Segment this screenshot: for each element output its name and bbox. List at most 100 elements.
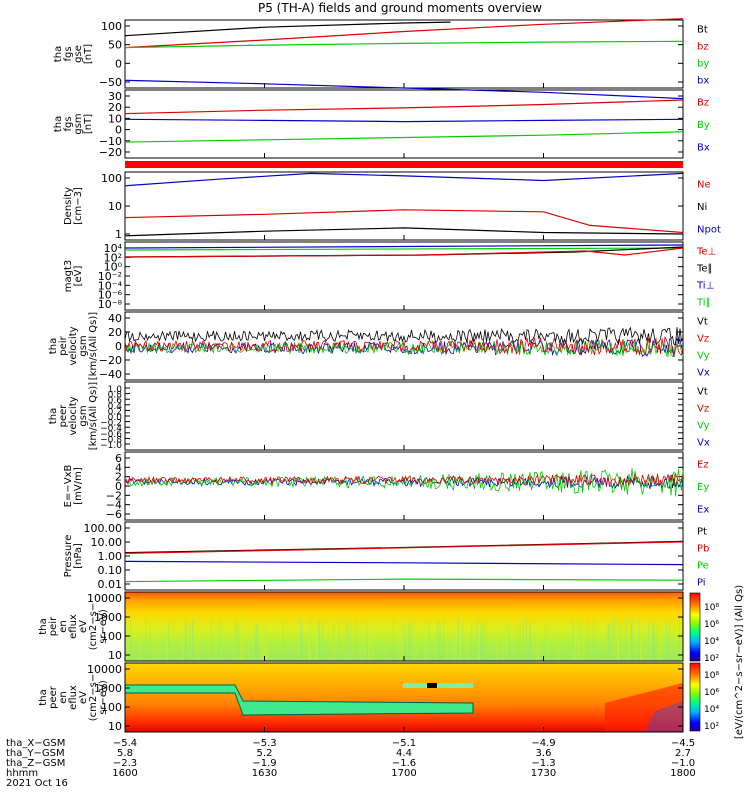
panel-density: 100 10 1 Density [cm−3] Ne Ni Npot [63,171,721,241]
series-fgs-gse-bz [124,18,684,49]
x-tick-value-x: −4.5 [671,738,695,749]
y-axis-label: (cm2−s− [88,603,99,650]
x-row-label: tha_Z−GSM [6,758,65,769]
colorbar: [eV/(cm^2−s−sr−eV)] (All Qs) 10⁸ 10⁶ 10⁴ 10… [689,585,745,739]
y-axis-label: peir [48,616,59,636]
y-axis-label: Density [63,187,74,225]
y-axis-label: magt3 [63,260,74,293]
y-axis-label: sr−eV) [98,680,109,715]
legend-entry: Bz [697,97,709,108]
y-axis-label: Pressure [63,535,74,578]
x-tick-value-x: −5.1 [392,738,416,749]
x-tick-value-y: 3.6 [536,748,552,759]
y-axis-label: tha [53,116,64,132]
y-tick-label: −50 [99,76,122,89]
y-tick-label: −0.2 [100,419,122,429]
y-tick-label: 30 [108,90,122,103]
y-axis-label: eflux [68,685,79,710]
y-axis-label: [mV/m] [73,467,84,505]
y-tick-label: 2 [115,471,122,484]
series-fgs-gse-bx [124,79,684,100]
y-axis-label: gsm [73,113,84,134]
y-tick-label: 0.0 [108,413,123,423]
colorbar-tick-label: 10⁶ [704,620,719,630]
y-tick-label: 10⁴ [104,242,123,255]
series-pressure-Pb [124,541,684,554]
y-axis-label: peer [58,404,69,428]
series-peir-vz [124,335,684,356]
y-tick-label: 10000 [87,592,122,605]
colorbar-tick-label: 10⁴ [704,705,719,715]
spectrogram-peer [125,663,683,732]
y-tick-label: −2 [106,489,122,502]
legend-entry: Ez [697,459,709,470]
y-axis-label: [km/s(All Qs)] [88,382,99,450]
x-tick-value-y: 2.7 [675,748,691,759]
y-tick-label: 100 [101,172,122,185]
spectrogram-gap [427,683,437,688]
y-tick-label: 10.00 [91,536,123,549]
x-tick-value-y: 5.8 [117,748,133,759]
x-tick-value-z: −2.3 [113,758,137,769]
series-fgs-gse-Bt [124,21,451,37]
y-axis-label: [cm−3] [73,187,84,225]
y-axis-label: eV [78,691,89,704]
y-axis-label: fgs [63,116,74,131]
y-axis-label: tha [38,618,49,634]
y-axis-label: peir [58,335,69,355]
legend-entry: Vy [697,351,710,362]
y-tick-label: 1.0 [108,385,123,395]
colorbar-bottom [689,662,701,732]
y-tick-label: 4 [115,461,122,474]
y-axis-label: en [58,691,69,704]
x-tick-value-z: −1.6 [392,758,416,769]
y-axis-label: gse [73,45,84,63]
x-row-label: tha_Y−GSM [6,748,65,759]
y-tick-label: 1 [115,228,122,241]
series-density-Npot [124,172,684,187]
y-axis-label: [nT] [83,44,94,64]
y-tick-label: −20 [99,146,122,159]
series-fgs-gse-by [124,40,684,49]
colorbar-tick-label: 10⁶ [704,688,719,698]
legend-entry: Vt [697,387,708,398]
y-tick-label: 0.4 [108,402,123,412]
y-tick-label: 10 [108,649,122,662]
y-tick-label: 0.2 [108,407,122,417]
series-efield-ey [124,468,684,497]
y-axis-label: fgs [63,46,74,61]
y-tick-label: 10⁻⁸ [98,298,123,311]
legend-entry: Vy [697,421,710,432]
series-pressure-Pe [124,578,684,583]
y-tick-label: 0 [115,124,122,137]
y-tick-label: 1.00 [98,550,123,563]
spectrogram-green-band [124,684,474,716]
y-tick-label: 6 [115,452,122,465]
legend-entry: Ex [697,505,709,516]
series-density-Ne [124,209,684,234]
y-tick-label: −1.0 [100,441,122,451]
y-tick-label: 0.6 [108,396,123,406]
x-tick-value-hhmm: 1730 [531,768,556,779]
y-tick-label: −10 [99,135,122,148]
y-axis-label: tha [38,689,49,705]
legend-entry: Ne [697,179,711,190]
y-tick-label: 50 [108,39,122,52]
y-tick-label: 40 [108,312,122,325]
series-pressure-Pi [124,560,684,566]
y-axis-label: velocity [68,396,79,435]
x-tick-value-hhmm: 1800 [670,768,695,779]
mode-strip [125,161,683,168]
y-axis-label: tha [48,338,59,354]
y-axis-label: velocity [68,326,79,365]
y-axis-label: [km/s(All Qs)] [88,312,99,380]
x-tick-value-hhmm: 1700 [391,768,416,779]
y-axis-label: [nPa] [73,543,84,569]
y-axis-label: sr−eV) [98,609,109,644]
series-density-Ni [124,227,684,237]
series-fgs-gsm-By [124,131,684,143]
legend-entry: Te⊥ [696,247,716,258]
